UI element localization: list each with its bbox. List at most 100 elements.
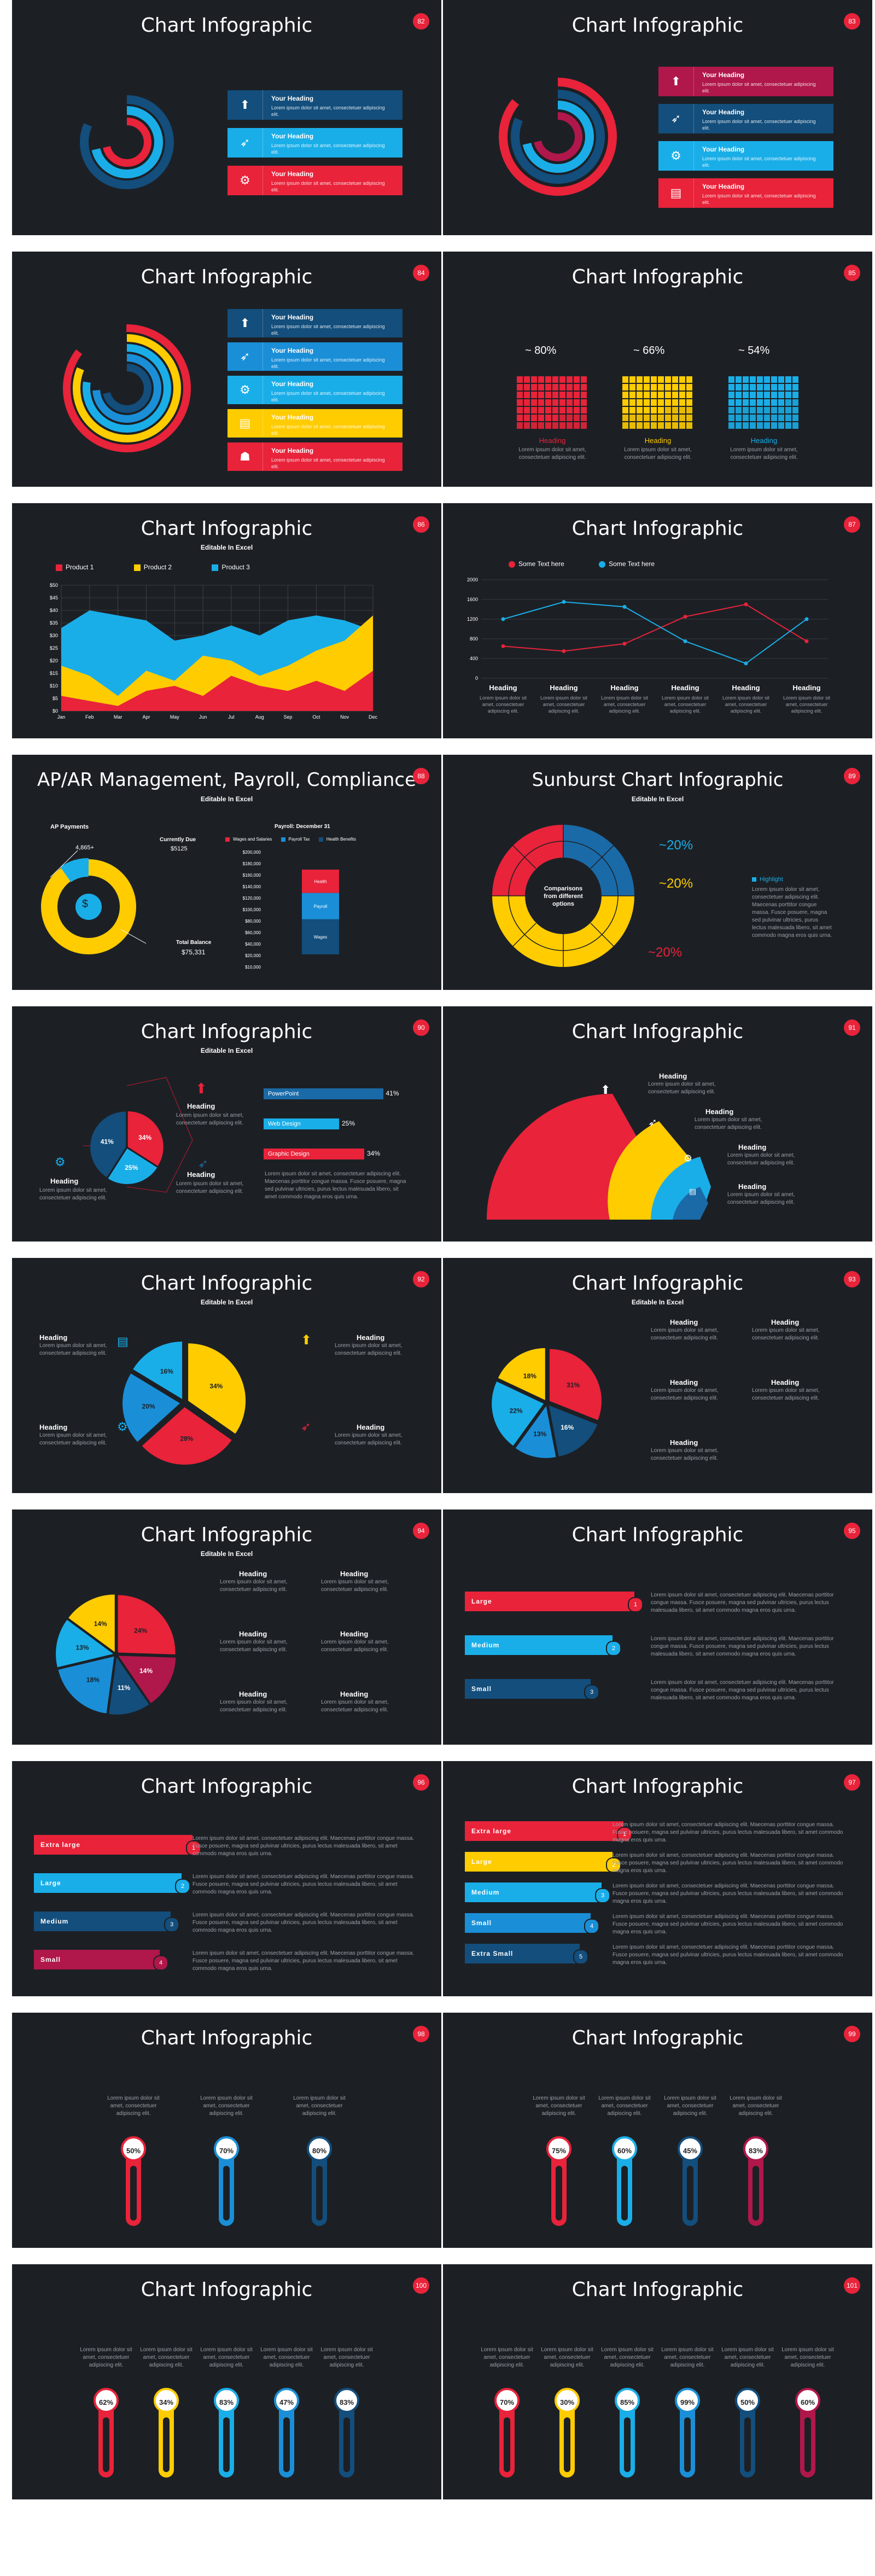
sunburst-center-label: Comparisons from different options (544, 885, 583, 907)
segment-label: Payroll (314, 904, 328, 909)
waffle-cell (644, 399, 650, 406)
waffle-cell (792, 422, 798, 429)
x-tick-label: Feb (85, 714, 94, 720)
description: Lorem ipsum dolor sit amet, consectetuer… (321, 1699, 389, 1713)
data-point (744, 602, 748, 607)
description: Lorem ipsum dolor sit amet, consectetuer… (541, 2347, 593, 2368)
description: Lorem ipsum dolor sit amet, consectetuer… (335, 1343, 402, 1356)
waffle-cell (637, 376, 643, 383)
x-category-label: Heading (610, 684, 639, 692)
y-tick-label: 800 (470, 636, 478, 642)
waffle-cell (524, 422, 530, 429)
slide-83: Chart Infographic 83 ⬆ Your Heading Lorem … (443, 0, 872, 235)
waffle-cell (644, 407, 650, 413)
waffle-cell (637, 415, 643, 421)
waffle-cell (567, 407, 573, 413)
waffle-cell (651, 399, 657, 406)
slide-subtitle: Editable In Excel (200, 795, 253, 803)
slide-100: Chart Infographic 100 Lorem ipsum dolor … (12, 2264, 441, 2499)
waffle-cell (764, 399, 770, 406)
gear-icon: ⚙ (684, 1153, 693, 1164)
slide-number: 95 (844, 1523, 860, 1539)
waffle-cell (736, 422, 742, 429)
pie-slice (122, 1373, 180, 1442)
waffle-cell (672, 415, 678, 421)
waffle-cell (728, 422, 734, 429)
thermometer-inner (744, 2417, 751, 2472)
description: Lorem ipsum dolor sit amet, consectetuer… (661, 2347, 714, 2368)
waffle-cell (679, 376, 685, 383)
gear-icon: ⚙ (658, 141, 694, 171)
waffle-cell (538, 415, 544, 421)
waffle-cell (581, 399, 587, 406)
step-number: 3 (164, 1917, 179, 1932)
gear-icon: ⚙ (117, 1420, 128, 1433)
heading: Heading (771, 1318, 800, 1326)
waffle-cell (559, 407, 565, 413)
slide-subtitle: Editable In Excel (200, 1550, 253, 1558)
heading-card: ⚙ Your Heading Lorem ipsum dolor sit amet,… (658, 141, 833, 171)
description: Lorem ipsum dolor sit amet, consectetuer… (752, 887, 832, 939)
waffle-cell (750, 399, 756, 406)
waffle-cell (538, 407, 544, 413)
description: Lorem ipsum dolor sit amet, consectetuer… (260, 2347, 313, 2368)
thermometer-inner (804, 2417, 811, 2472)
waffle-cell (629, 392, 635, 398)
waffle-cell (524, 407, 530, 413)
size-bar: Small (465, 1679, 591, 1699)
waffle-cell (552, 415, 558, 421)
pie-slice (515, 1406, 556, 1458)
description: Lorem ipsum dolor sit amet, consectetuer… (752, 1327, 820, 1341)
total-label: Total Balance (176, 940, 212, 946)
step-number: 1 (186, 1840, 201, 1856)
waffle-cell (538, 392, 544, 398)
data-point (501, 617, 505, 621)
waffle-cell (637, 392, 643, 398)
x-tick-label: Apr (142, 714, 150, 720)
waffle-cell (651, 415, 657, 421)
description: Lorem ipsum dolor sit amet, consectetuer… (518, 447, 586, 461)
arrow-up-icon: ⬆ (301, 1333, 312, 1348)
slice-label: 18% (523, 1372, 536, 1380)
waffle-cell (665, 415, 671, 421)
waffle-cell (644, 392, 650, 398)
y-tick-label: $35 (50, 620, 58, 626)
x-tick-label: Sep (284, 714, 293, 720)
waffle-cell (743, 376, 749, 383)
pie-slice (68, 1594, 115, 1652)
heading: Heading (50, 1177, 79, 1185)
waffle-cell (545, 384, 551, 391)
description: Lorem ipsum dolor sit amet, consectetuer… (200, 2347, 253, 2368)
slide-title: Chart Infographic (141, 1021, 313, 1043)
waffle-cell (771, 415, 777, 421)
percent-bulb: 62% (94, 2388, 119, 2413)
step-number: 4 (153, 1955, 168, 1971)
percent-label: ~20% (659, 876, 693, 891)
waffle-cell (629, 407, 635, 413)
waffle-cell (545, 407, 551, 413)
heading-card: ⬆ Your Heading Lorem ipsum dolor sit amet,… (228, 90, 402, 120)
waffle-cell (686, 407, 692, 413)
arrow-up-icon: ⬆ (658, 67, 694, 96)
waffle-cell (637, 384, 643, 391)
heading: Heading (357, 1333, 385, 1342)
waffle-cell (629, 422, 635, 429)
x-tick-label: Jan (57, 714, 66, 720)
description: Lorem ipsum dolor sit amet, consectetuer… (721, 2347, 774, 2368)
slide-number: 85 (844, 265, 860, 281)
slice-label: 16% (160, 1368, 173, 1376)
slide-96: Chart Infographic 96 Extra large 1 Lorem i… (12, 1761, 441, 1996)
waffle-cell (559, 392, 565, 398)
waffle-cell (658, 399, 664, 406)
slide-99: Chart Infographic 99 Lorem ipsum dolor s… (443, 2013, 872, 2248)
waffle-cell (622, 384, 628, 391)
slide-91: Chart Infographic 91 ⬆ ➶ ⚙ ▤ Heading Lor… (443, 1006, 872, 1242)
waffle-cell (679, 384, 685, 391)
skill-value: 34% (367, 1150, 381, 1157)
slice-label: 16% (561, 1424, 574, 1431)
size-bar: Large (465, 1592, 634, 1611)
waffle-cell (743, 399, 749, 406)
description: Lorem ipsum dolor sit amet, consectetuer… (601, 2347, 654, 2368)
slide-title: Chart Infographic (571, 1524, 744, 1546)
current-label: Currently Due (160, 837, 196, 843)
